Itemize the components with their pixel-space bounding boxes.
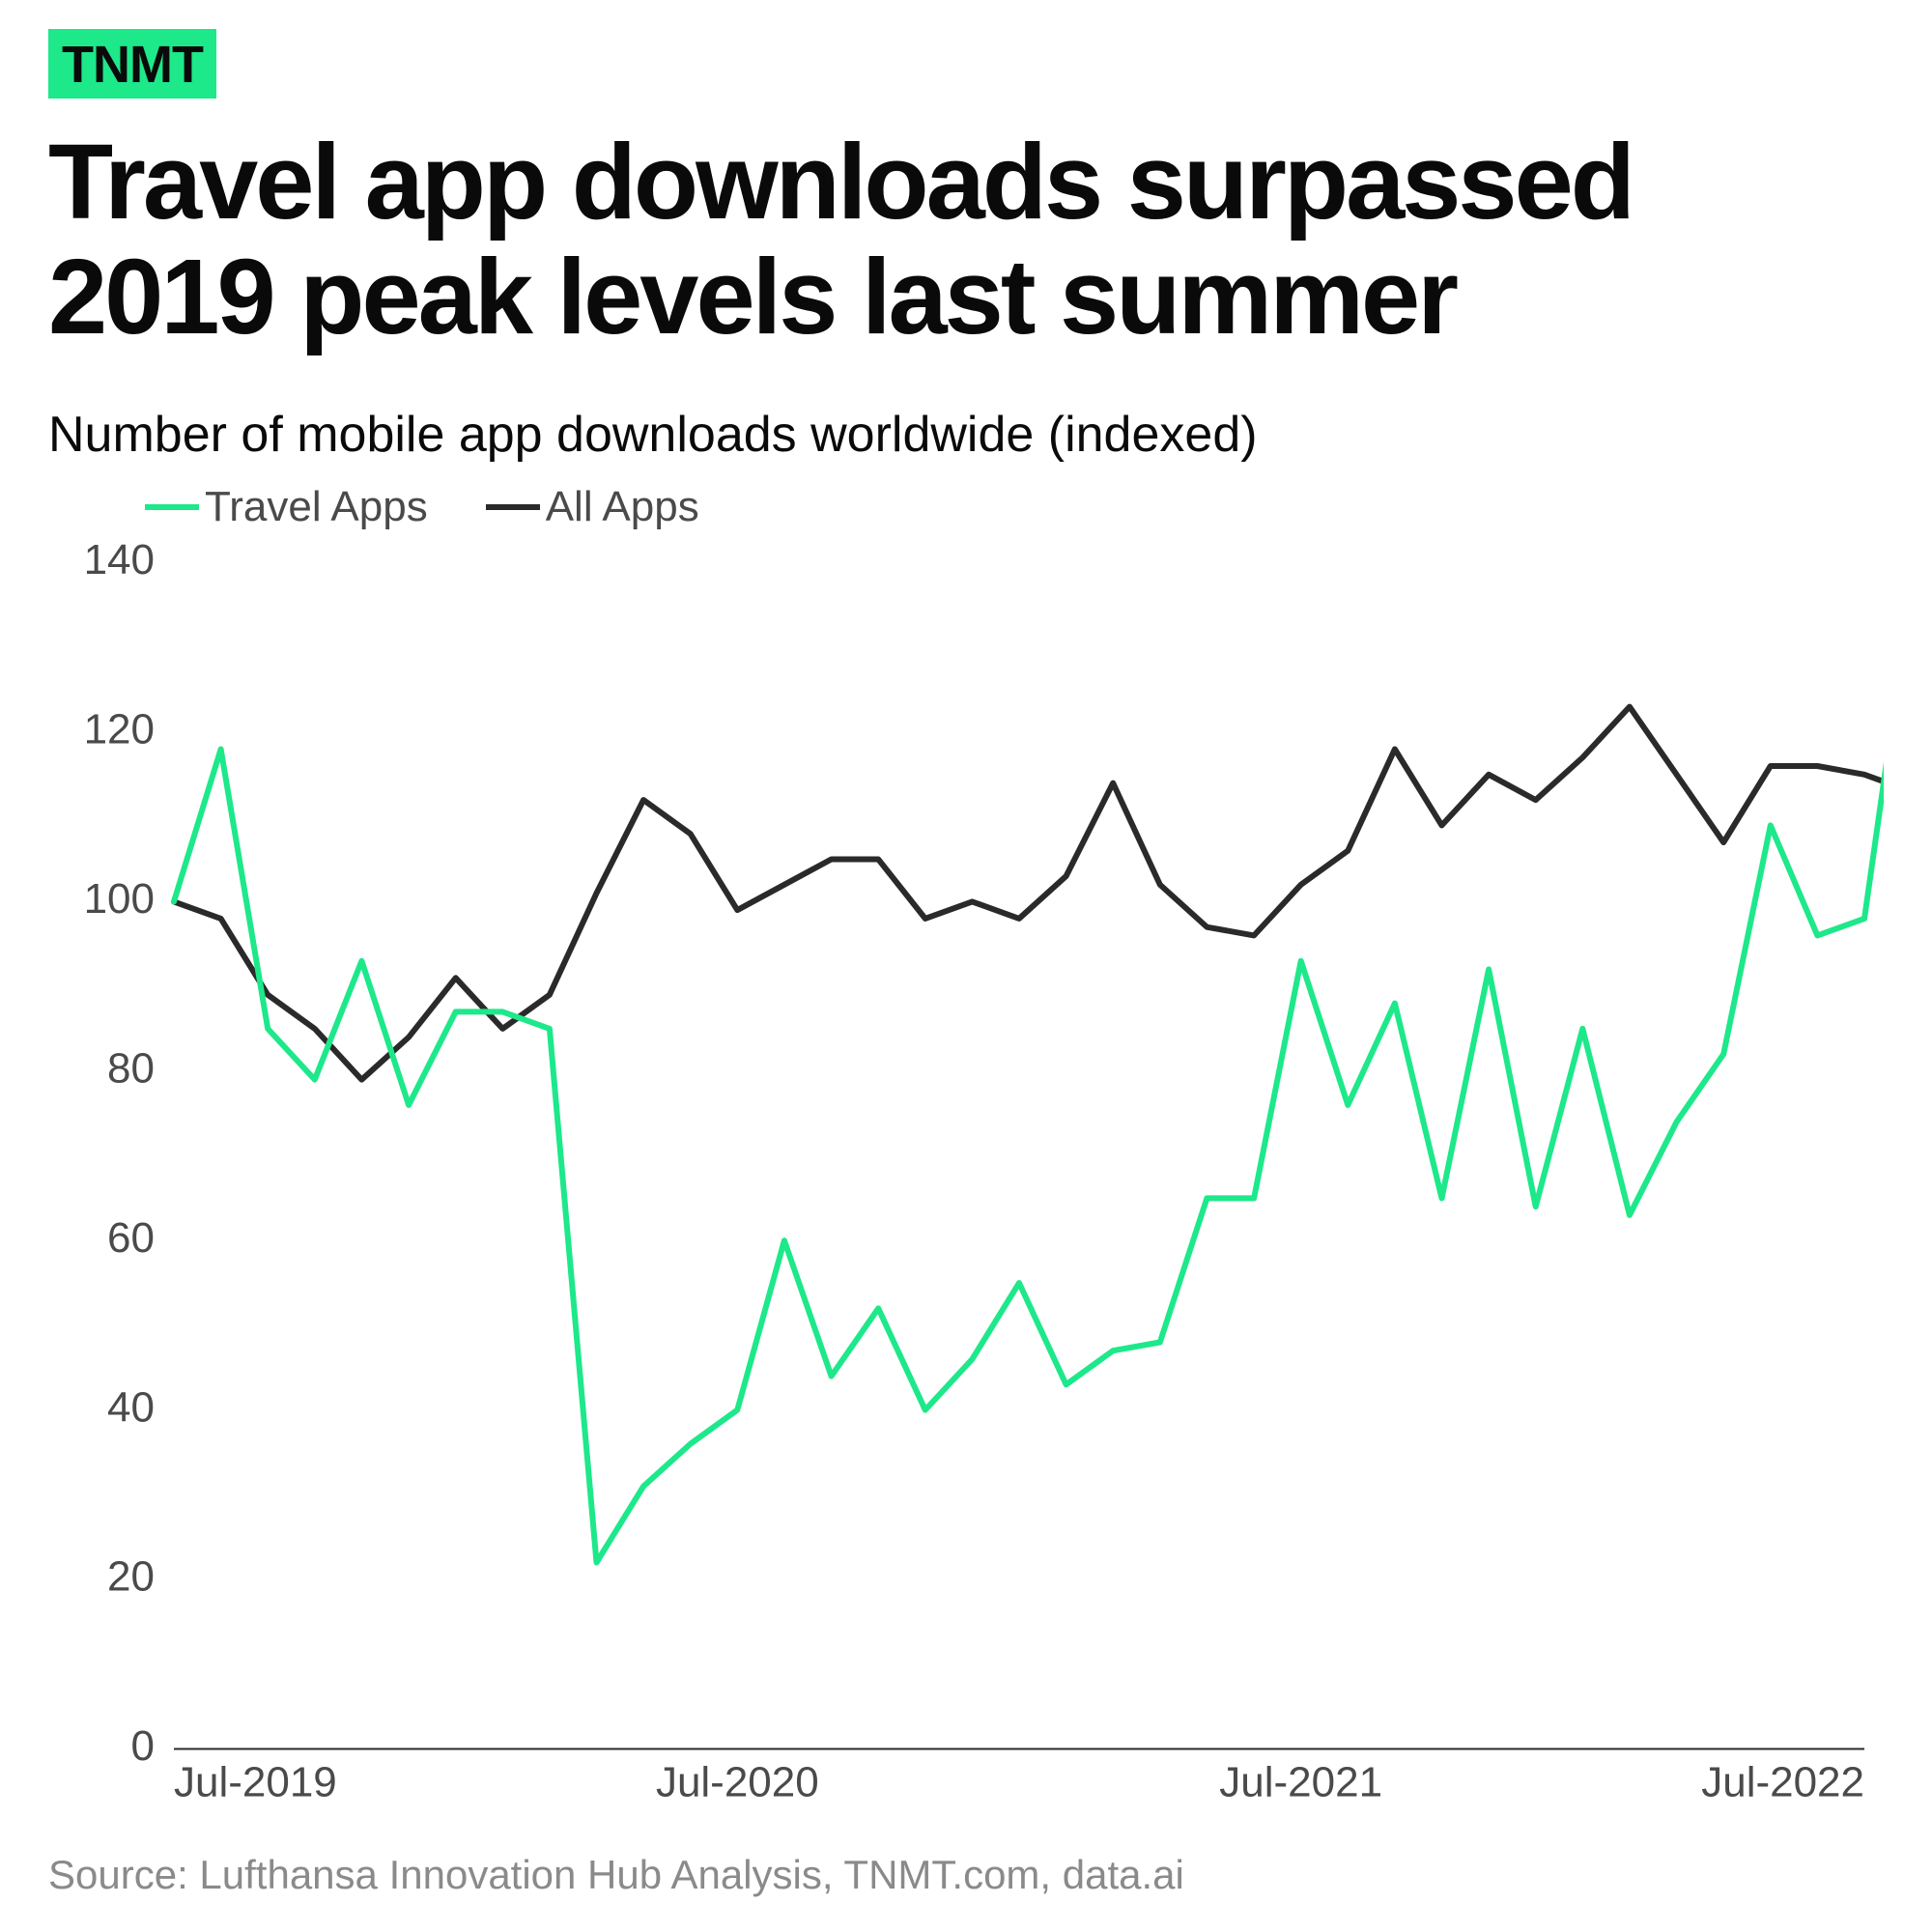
series-travel-apps: [174, 587, 1884, 1562]
y-tick-label: 100: [84, 875, 155, 923]
legend-item-all: All Apps: [486, 483, 699, 531]
legend: Travel Apps All Apps: [145, 483, 1884, 531]
legend-label-travel: Travel Apps: [205, 483, 428, 531]
y-tick-label: 120: [84, 705, 155, 753]
legend-swatch-all: [486, 504, 540, 510]
x-tick-label: Jul-2019: [174, 1758, 337, 1805]
y-tick-label: 60: [107, 1213, 155, 1261]
logo-badge: TNMT: [48, 29, 216, 99]
chart-area: 0 20 40 60 80 100 120 140 Jul-2019 Jul-2020 Jul-20…: [48, 541, 1884, 1829]
y-tick-label: 80: [107, 1044, 155, 1092]
line-chart: 0 20 40 60 80 100 120 140 Jul-2019 Jul-2020 Jul-20…: [48, 541, 1884, 1829]
x-tick-label: Jul-2020: [656, 1758, 819, 1805]
y-tick-label: 40: [107, 1383, 155, 1431]
legend-item-travel: Travel Apps: [145, 483, 428, 531]
y-tick-label: 20: [107, 1552, 155, 1600]
chart-subtitle: Number of mobile app downloads worldwide…: [48, 406, 1884, 464]
legend-label-all: All Apps: [546, 483, 699, 531]
page-title: Travel app downloads surpassed 2019 peak…: [48, 126, 1884, 355]
legend-swatch-travel: [145, 504, 199, 510]
y-tick-label: 0: [131, 1722, 155, 1770]
source-text: Source: Lufthansa Innovation Hub Analysi…: [48, 1852, 1884, 1898]
x-tick-label: Jul-2021: [1219, 1758, 1382, 1805]
x-tick-label: Jul-2022: [1701, 1758, 1864, 1805]
y-tick-label: 140: [84, 541, 155, 583]
series-all-apps: [174, 697, 1884, 1079]
